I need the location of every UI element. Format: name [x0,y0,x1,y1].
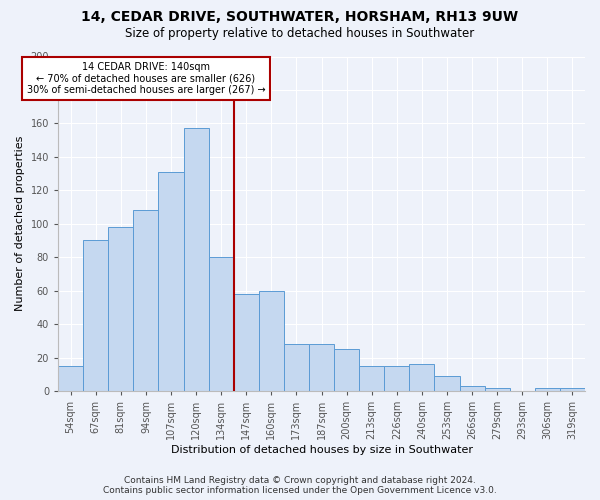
Bar [409,364,434,391]
Bar [158,172,184,391]
Bar [209,257,234,391]
Bar [184,128,209,391]
Text: 14, CEDAR DRIVE, SOUTHWATER, HORSHAM, RH13 9UW: 14, CEDAR DRIVE, SOUTHWATER, HORSHAM, RH… [82,10,518,24]
Y-axis label: Number of detached properties: Number of detached properties [15,136,25,312]
Bar [259,290,284,391]
Bar [359,366,384,391]
Bar [58,366,83,391]
Bar [485,388,510,391]
Text: Contains HM Land Registry data © Crown copyright and database right 2024.
Contai: Contains HM Land Registry data © Crown c… [103,476,497,495]
Bar [108,227,133,391]
Text: Size of property relative to detached houses in Southwater: Size of property relative to detached ho… [125,28,475,40]
Bar [460,386,485,391]
Bar [234,294,259,391]
Bar [560,388,585,391]
Bar [83,240,108,391]
Text: 14 CEDAR DRIVE: 140sqm
← 70% of detached houses are smaller (626)
30% of semi-de: 14 CEDAR DRIVE: 140sqm ← 70% of detached… [26,62,265,94]
Bar [133,210,158,391]
Bar [434,376,460,391]
Bar [309,344,334,391]
X-axis label: Distribution of detached houses by size in Southwater: Distribution of detached houses by size … [170,445,473,455]
Bar [334,349,359,391]
Bar [284,344,309,391]
Bar [535,388,560,391]
Bar [384,366,409,391]
